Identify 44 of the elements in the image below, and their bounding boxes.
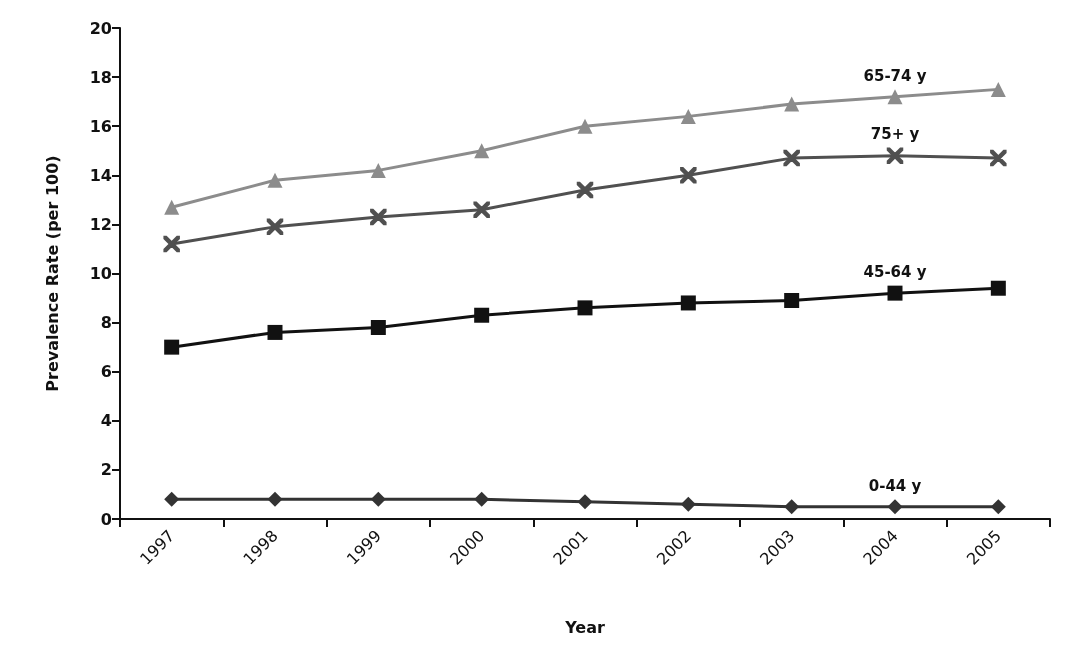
y-tick-label: 0 xyxy=(100,509,112,529)
point xyxy=(164,339,180,355)
y-tick-label: 6 xyxy=(100,362,112,382)
y-tick-label: 14 xyxy=(89,165,112,185)
point xyxy=(577,300,593,316)
point xyxy=(680,108,696,124)
point xyxy=(680,496,696,512)
point xyxy=(887,89,903,105)
series-label: 65-74 y xyxy=(863,66,927,85)
point xyxy=(887,499,903,515)
y-tick-label: 2 xyxy=(100,460,112,480)
point xyxy=(784,499,800,515)
point xyxy=(990,280,1006,296)
point xyxy=(474,491,490,507)
point xyxy=(990,81,1006,97)
point xyxy=(164,491,180,507)
point xyxy=(784,293,800,309)
point xyxy=(267,324,283,340)
point xyxy=(990,499,1006,515)
series-label: 45-64 y xyxy=(863,263,927,282)
point xyxy=(370,162,386,178)
point xyxy=(887,285,903,301)
x-axis-title: Year xyxy=(564,617,605,637)
point xyxy=(267,172,283,188)
point xyxy=(164,199,180,215)
y-tick-label: 4 xyxy=(100,411,112,431)
series-label: 75+ y xyxy=(870,124,920,143)
point xyxy=(370,320,386,336)
y-tick-label: 12 xyxy=(89,214,112,234)
y-tick-label: 16 xyxy=(89,116,112,136)
y-axis-title: Prevalence Rate (per 100) xyxy=(42,155,62,392)
point xyxy=(267,491,283,507)
point xyxy=(680,295,696,311)
y-tick-label: 20 xyxy=(89,18,112,38)
series-label: 0-44 y xyxy=(868,476,922,495)
point xyxy=(474,143,490,159)
point xyxy=(577,494,593,510)
y-tick-label: 8 xyxy=(100,313,112,333)
y-tick-label: 18 xyxy=(89,67,112,87)
point xyxy=(784,96,800,112)
point xyxy=(370,491,386,507)
point xyxy=(577,118,593,134)
point xyxy=(474,307,490,323)
y-tick-label: 10 xyxy=(89,264,112,283)
